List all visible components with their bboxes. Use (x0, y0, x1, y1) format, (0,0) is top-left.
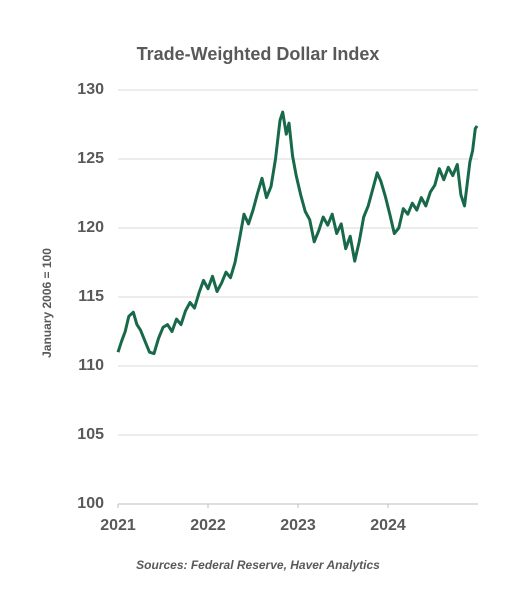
y-tick-label: 130 (77, 81, 104, 98)
y-tick-label: 125 (77, 150, 104, 167)
x-tick-label: 2022 (190, 517, 226, 534)
y-tick-label: 110 (78, 357, 104, 374)
data-line (116, 110, 479, 356)
chart-title: Trade-Weighted Dollar Index (137, 44, 380, 64)
x-tick-label: 2024 (370, 517, 406, 534)
x-tick-label: 2021 (100, 517, 136, 534)
x-tick-label: 2023 (280, 517, 316, 534)
y-tick-label: 100 (77, 495, 104, 512)
y-axis-label: January 2006 = 100 (40, 248, 54, 358)
y-tick-label: 120 (77, 219, 104, 236)
y-tick-label: 105 (77, 426, 104, 443)
source-note: Sources: Federal Reserve, Haver Analytic… (136, 558, 380, 572)
y-tick-label: 115 (78, 288, 104, 305)
